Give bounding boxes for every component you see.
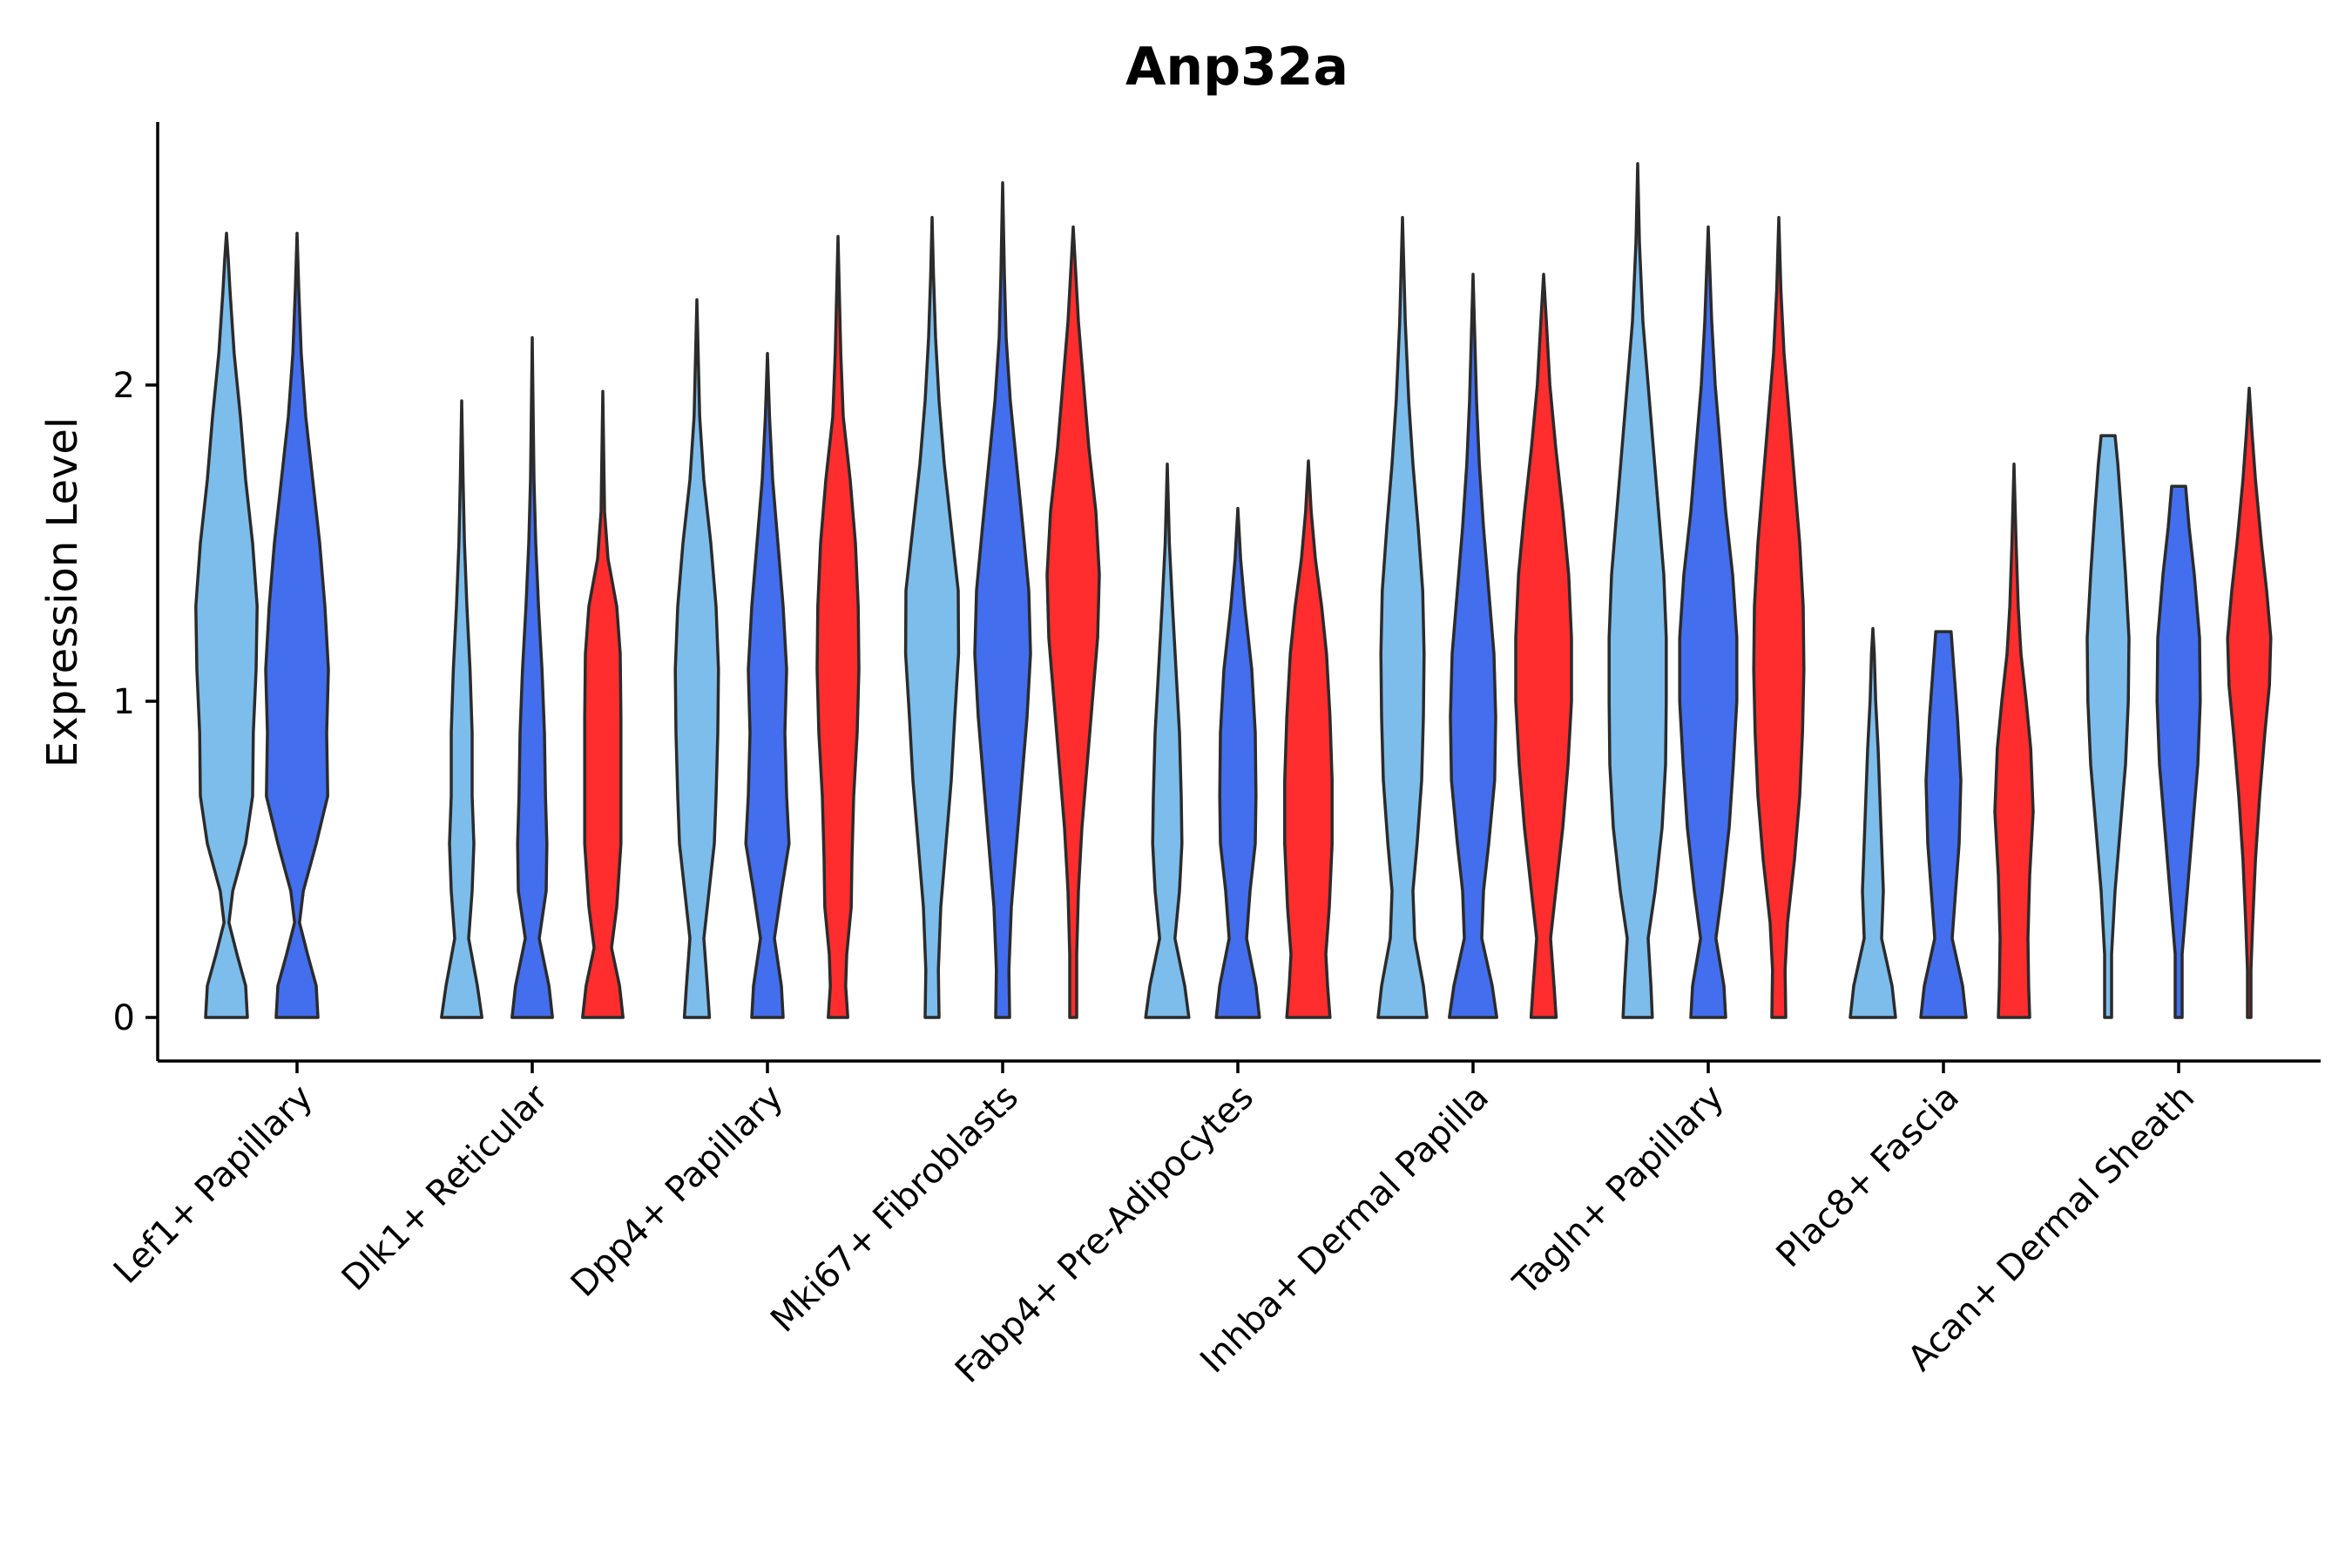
- violin-5-0: [1376, 215, 1429, 1019]
- violin-2-0: [673, 298, 720, 1019]
- y-tick-label-0: 0: [113, 998, 135, 1038]
- violin-1-2: [581, 389, 625, 1019]
- violin-6-2: [1752, 215, 1806, 1019]
- y-tick-label-2: 2: [113, 366, 135, 406]
- violin-2-1: [744, 351, 791, 1019]
- y-axis-label: Expression Level: [38, 417, 87, 768]
- violin-5-2: [1514, 273, 1573, 1019]
- violin-3-0: [903, 215, 961, 1019]
- violin-8-2: [2226, 386, 2273, 1019]
- violin-3-2: [1045, 225, 1101, 1019]
- violin-4-1: [1214, 506, 1261, 1019]
- violin-6-0: [1607, 162, 1668, 1019]
- x-tick-label-6: Tagln+ Papillary: [1505, 1078, 1732, 1304]
- chart-title: Anp32a: [1125, 37, 1348, 98]
- violin-1-1: [510, 335, 554, 1019]
- violin-0-0: [194, 232, 259, 1019]
- x-tick-label-3: Mki67+ Fibroblasts: [763, 1078, 1026, 1341]
- violins-layer: [194, 162, 2273, 1019]
- violin-1-0: [440, 399, 483, 1019]
- x-tick-label-1: Dlk1+ Reticular: [335, 1077, 557, 1299]
- violin-7-1: [1919, 630, 1968, 1019]
- violin-4-2: [1283, 459, 1334, 1019]
- violin-7-0: [1848, 626, 1897, 1019]
- x-tick-label-2: Dpp4+ Papillary: [564, 1078, 791, 1305]
- y-ticks: 0 1 2: [113, 366, 158, 1038]
- violin-7-2: [1993, 463, 2035, 1019]
- x-ticks: Lef1+ Papillary Dlk1+ Reticular Dpp4+ Papi…: [106, 1061, 2202, 1391]
- violin-6-1: [1678, 225, 1739, 1019]
- violin-4-0: [1144, 463, 1191, 1019]
- violin-8-0: [2085, 434, 2131, 1019]
- violin-3-1: [973, 180, 1032, 1019]
- x-tick-label-0: Lef1+ Papillary: [106, 1078, 321, 1292]
- y-tick-label-1: 1: [113, 682, 135, 722]
- violin-0-1: [264, 232, 330, 1019]
- violin-2-2: [815, 234, 861, 1019]
- x-tick-label-7: Plac8+ Fascia: [1769, 1078, 1968, 1276]
- violin-5-1: [1448, 273, 1498, 1019]
- violin-8-1: [2155, 484, 2202, 1019]
